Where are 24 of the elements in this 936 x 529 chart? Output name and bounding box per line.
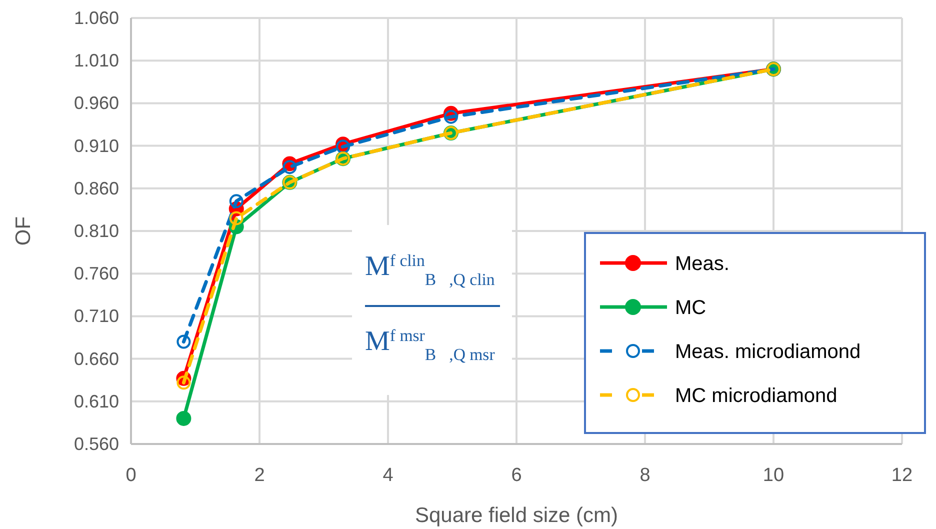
legend-label: Meas. microdiamond bbox=[675, 341, 861, 363]
legend-label: Meas. bbox=[675, 253, 730, 275]
y-tick-label: 0.860 bbox=[74, 178, 119, 198]
x-tick-label: 10 bbox=[762, 465, 784, 486]
y-tick-label: 1.060 bbox=[74, 8, 119, 28]
x-tick-label: 8 bbox=[640, 465, 650, 486]
y-tick-label: 0.710 bbox=[74, 306, 119, 326]
y-tick-label: 1.010 bbox=[74, 50, 119, 71]
y-tick-label: 0.760 bbox=[74, 264, 119, 284]
x-tick-label: 6 bbox=[511, 465, 522, 486]
legend-label: MC microdiamond bbox=[675, 385, 838, 407]
y-tick-label: 0.660 bbox=[74, 348, 119, 369]
y-tick-label: 0.960 bbox=[74, 93, 119, 114]
y-tick-label: 0.910 bbox=[74, 136, 119, 156]
x-tick-label: 0 bbox=[126, 465, 136, 486]
y-tick-label: 0.610 bbox=[74, 391, 119, 412]
x-tick-label: 2 bbox=[254, 465, 265, 486]
x-tick-label: 12 bbox=[891, 465, 913, 486]
y-tick-label: 0.810 bbox=[74, 221, 119, 241]
legend-label: MC bbox=[675, 297, 706, 319]
x-axis-title: Square field size (cm) bbox=[414, 504, 618, 527]
y-axis-title: OF bbox=[12, 216, 35, 246]
x-tick-label: 4 bbox=[382, 465, 394, 486]
y-tick-label: 0.560 bbox=[74, 434, 119, 454]
